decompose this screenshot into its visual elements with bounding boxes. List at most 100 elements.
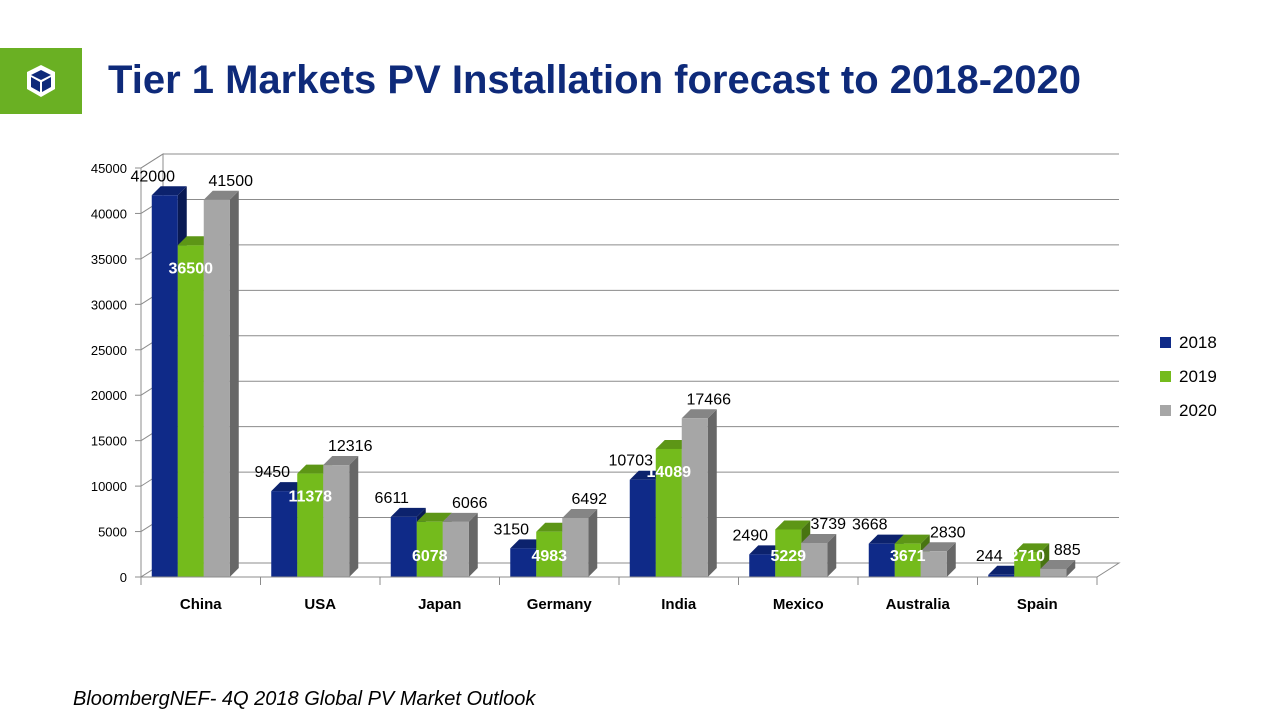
data-label: 2490 [732,527,768,544]
category-label: Spain [1017,596,1058,613]
bar [416,521,443,577]
data-label: 14089 [647,464,692,481]
data-label: 6066 [452,495,488,512]
category-label: Mexico [773,596,824,613]
category-label: Japan [418,596,461,613]
data-label: 41500 [209,173,254,190]
data-label: 6078 [412,548,448,565]
bar-side [827,534,837,577]
bar-top [1014,543,1050,553]
legend-label: 2018 [1179,333,1217,352]
bar [749,554,776,577]
legend-swatch [1160,337,1171,348]
data-label: 2710 [1009,548,1045,565]
legend-label: 2019 [1179,367,1217,386]
bar [390,516,417,577]
data-label: 885 [1054,542,1081,559]
data-label: 3671 [890,548,926,565]
bar-top [442,512,478,522]
bar [894,543,921,577]
logo-box [0,48,82,114]
x-axis: China USA Japan Germany India Mexico Australia… [140,576,1098,613]
bar [151,195,178,577]
data-label: 36500 [169,260,214,277]
bar [510,548,537,577]
data-label: 3668 [852,517,888,534]
data-label: 2830 [930,524,966,541]
bars [151,186,1076,578]
page-title: Tier 1 Markets PV Installation forecast … [108,58,1082,102]
category-label: USA [304,596,336,613]
bar-side [1066,559,1076,577]
data-label: 10703 [609,453,654,470]
data-label: 12316 [328,438,373,455]
data-label: 3739 [810,516,846,533]
y-tick-label: 30000 [91,297,127,312]
category-label: India [661,596,697,613]
data-label: 244 [976,548,1003,565]
bar [562,517,589,577]
bar-side [588,508,598,577]
bar [988,574,1015,577]
bar [297,473,324,577]
data-label: 17466 [687,391,732,408]
y-axis: 0 5000 10000 15000 20000 25000 30000 35000 40000… [91,161,142,585]
category-label: Australia [886,596,951,613]
bar-side [946,542,956,577]
bar [801,543,828,577]
data-label: 5229 [770,548,806,565]
bar-top [323,456,359,466]
data-label: 11378 [288,489,332,506]
bar [681,418,708,577]
bar [629,479,656,577]
bar-top [390,507,426,517]
bar [1014,552,1041,577]
category-label: Germany [527,596,593,613]
bar-side [229,190,239,578]
bar-top [203,190,239,200]
bar [1040,568,1067,577]
y-tick-label: 25000 [91,343,127,358]
bar-top [920,542,956,552]
y-tick-label: 15000 [91,434,127,449]
y-tick-label: 35000 [91,252,127,267]
legend: 2018 2019 2020 [1160,333,1217,420]
data-label: 3150 [493,521,529,538]
bar [536,531,563,577]
y-tick-label: 20000 [91,388,127,403]
gridline-diagonal [140,153,164,169]
data-label: 42000 [131,168,176,185]
bar-top [775,520,811,530]
bar-top [416,512,452,522]
bar-top [1040,559,1076,569]
source-note: BloombergNEF- 4Q 2018 Global PV Market O… [73,688,536,710]
data-label: 4983 [531,548,567,565]
y-tick-label: 40000 [91,206,127,221]
bar-side [349,456,359,577]
data-label: 9450 [254,464,290,481]
bar-top [562,508,598,518]
y-tick-label: 45000 [91,161,127,176]
data-label: 6492 [571,491,607,508]
bar [920,551,947,577]
bar [203,199,230,578]
bar [655,448,682,577]
bar-top [801,534,837,544]
data-label: 6611 [375,490,410,507]
y-tick-label: 0 [120,570,127,585]
bar [868,543,895,577]
legend-swatch [1160,405,1171,416]
y-tick-label: 5000 [98,525,127,540]
bar-side [707,409,717,577]
category-label: China [180,596,222,613]
legend-label: 2020 [1179,401,1217,420]
bar-top [151,186,187,196]
bar-top [681,409,717,419]
bar-top [868,534,904,544]
cube-icon [27,65,55,97]
legend-swatch [1160,371,1171,382]
bar-side [468,512,478,577]
bar [177,245,204,577]
data-labels: 42000 36500 41500 9450 11378 12316 6611 6078 606… [131,168,1081,565]
